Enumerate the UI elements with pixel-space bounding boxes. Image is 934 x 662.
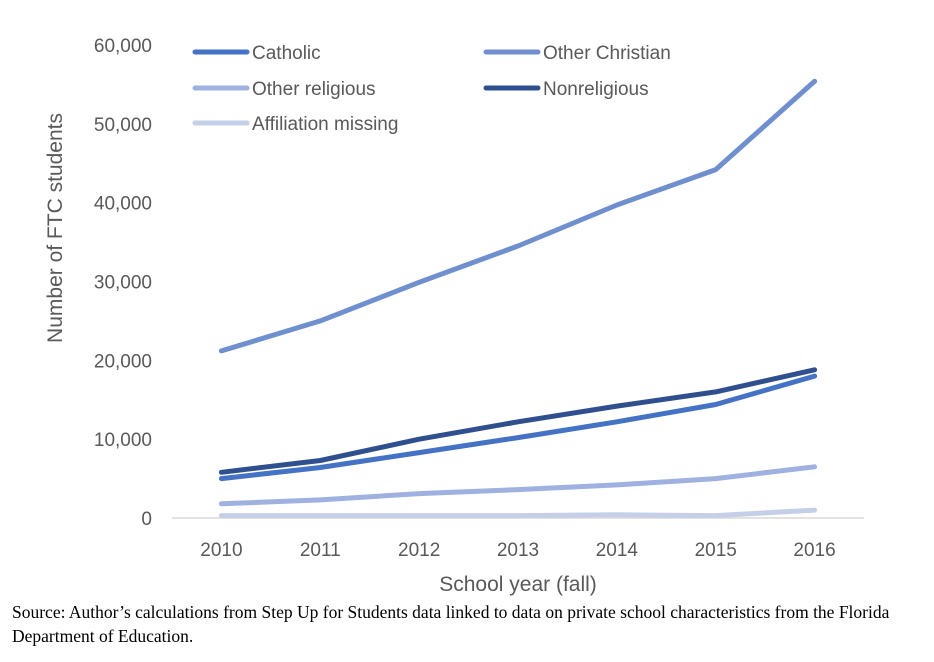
legend-label-catholic: Catholic (252, 43, 321, 64)
y-tick-label: 10,000 (94, 430, 152, 451)
x-axis-title: School year (fall) (439, 573, 597, 596)
series-line-catholic (218, 373, 818, 482)
x-tick-label: 2015 (695, 540, 737, 561)
source-note: Source: Author’s calculations from Step … (12, 602, 890, 646)
x-tick-label: 2011 (300, 540, 341, 561)
y-axis-title: Number of FTC students (44, 113, 67, 343)
series-lines (218, 78, 818, 519)
legend-label-other-religious: Other religious (252, 79, 376, 100)
y-axis-ticks: 0 10,000 20,000 30,000 40,000 50,000 60,000 (94, 36, 152, 530)
legend-label-affiliation-missing: Affiliation missing (252, 114, 398, 135)
legend-label-other-christian: Other Christian (543, 43, 671, 64)
y-tick-label: 20,000 (94, 351, 152, 372)
x-tick-label: 2013 (497, 540, 539, 561)
x-tick-label: 2016 (793, 540, 835, 561)
x-tick-label: 2010 (200, 540, 242, 561)
y-tick-label: 0 (141, 509, 152, 530)
legend-label-nonreligious: Nonreligious (543, 79, 649, 100)
y-tick-label: 40,000 (94, 194, 152, 215)
series-line-nonreligious (218, 367, 818, 475)
line-chart: 0 10,000 20,000 30,000 40,000 50,000 60,000 20… (44, 36, 864, 596)
series-line-other-christian (218, 78, 818, 354)
legend: Catholic Other Christian Other religious No… (192, 43, 671, 135)
x-tick-label: 2012 (398, 540, 440, 561)
y-tick-label: 30,000 (94, 273, 152, 294)
y-tick-label: 50,000 (94, 115, 152, 136)
series-line-other-religious (218, 464, 818, 507)
y-tick-label: 60,000 (94, 36, 152, 57)
series-line-affiliation-missing (218, 507, 818, 519)
x-tick-label: 2014 (596, 540, 639, 561)
x-axis-ticks: 2010 2011 2012 2013 2014 2015 2016 (200, 540, 835, 561)
